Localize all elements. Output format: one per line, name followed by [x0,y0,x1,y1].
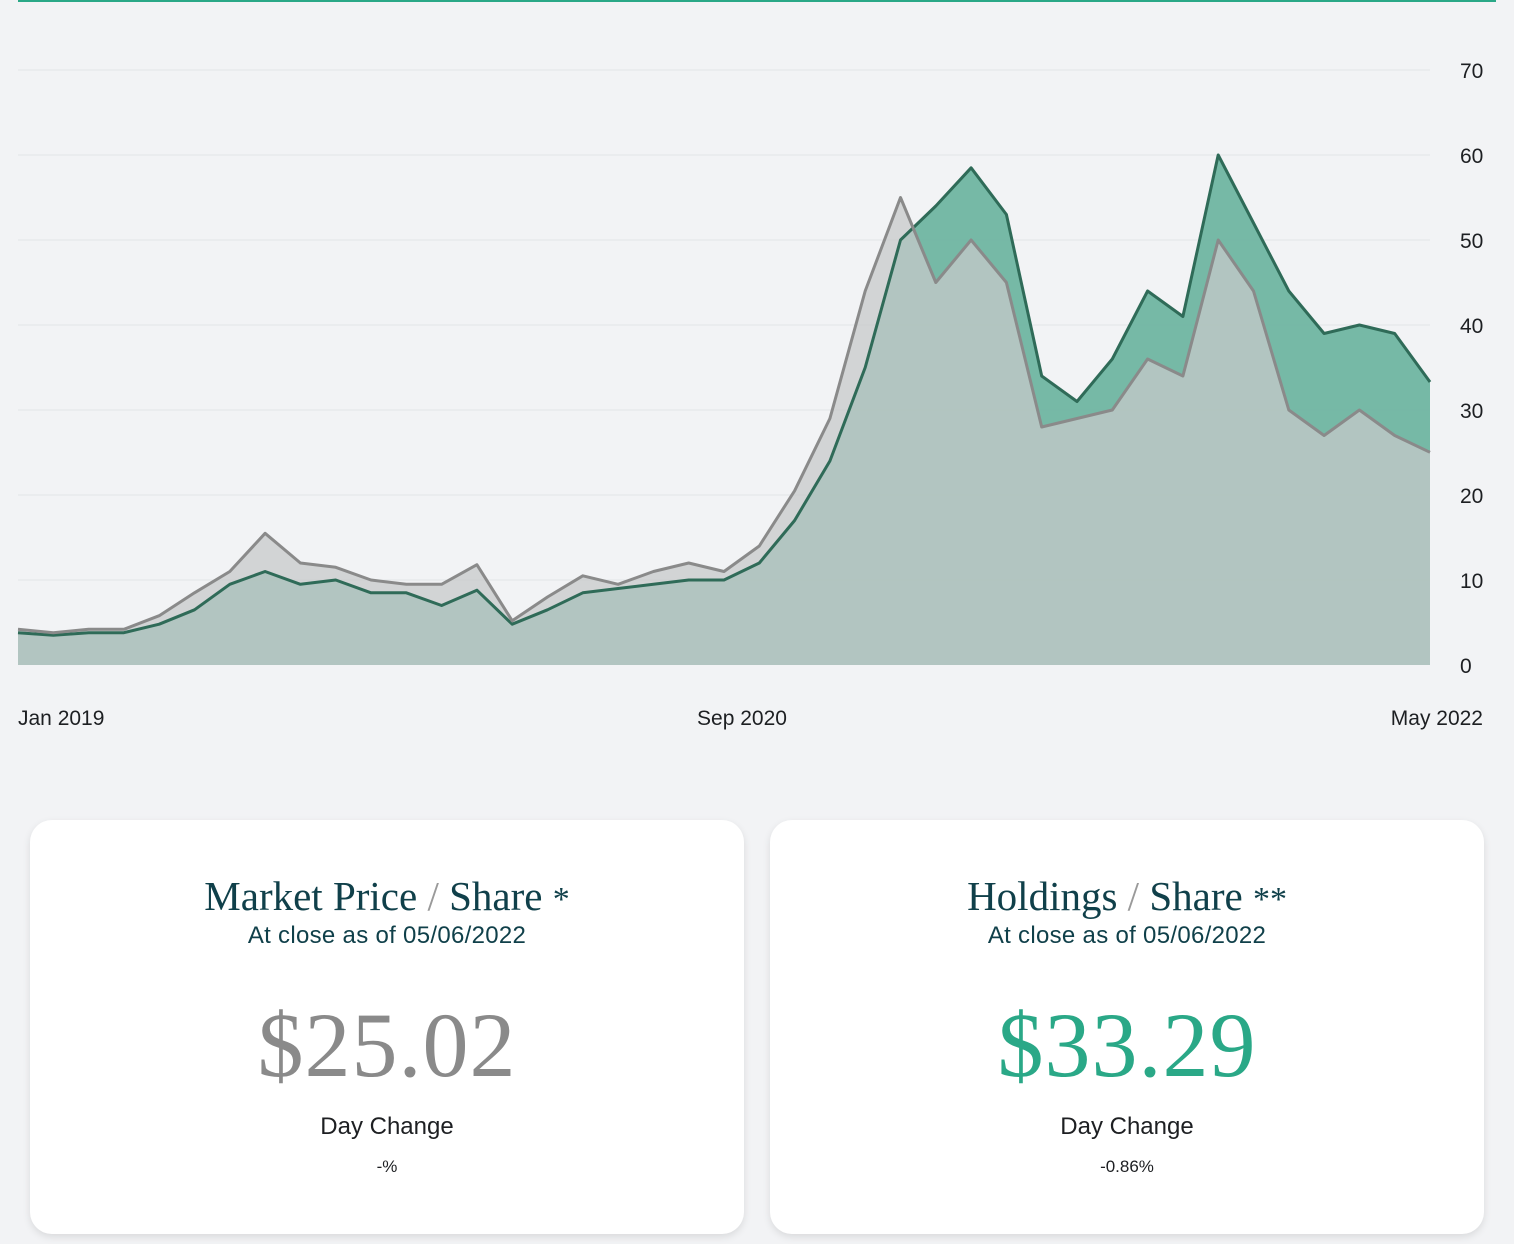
series-line [17,153,1432,637]
holdings-day-change-value: -0.86% [1100,1157,1154,1176]
market-price-title: Market Price / Share * [30,872,744,920]
footnote-mark: * [552,881,570,918]
y-tick-label: 30 [1460,400,1483,423]
y-tick-label: 70 [1460,60,1483,83]
y-tick-label: 50 [1460,230,1483,253]
y-tick-label: 0 [1460,655,1472,678]
series-line [17,196,1431,635]
holdings-day-change-label: Day Change [1060,1113,1194,1140]
price-chart: 0 10 20 30 40 50 60 70 Jan 2019 Sep 2020 May 2022 [17,60,1483,730]
market-price-value: $25.02 [257,994,517,1096]
footnote-mark: ** [1252,881,1287,918]
title-slash: / [1127,873,1140,919]
series-area [18,197,1430,665]
holdings-title-share: Share [1149,873,1243,919]
holdings-title: Holdings / Share ** [770,872,1484,920]
market-price-date: At close as of 05/06/2022 [247,922,527,949]
y-tick-label: 10 [1460,570,1483,593]
y-axis-labels: 0 10 20 30 40 50 60 70 [1460,60,1483,678]
y-tick-label: 40 [1460,315,1483,338]
market-price-title-text: Market Price [204,873,418,919]
market-day-change-value: -% [376,1157,398,1176]
x-tick-label: Jan 2019 [18,707,104,730]
holdings-value: $33.29 [997,994,1257,1096]
holdings-title-text: Holdings [967,873,1118,919]
x-axis-labels: Jan 2019 Sep 2020 May 2022 [18,707,1483,730]
y-tick-label: 60 [1460,145,1483,168]
market-price-title-share: Share [449,873,543,919]
top-accent-rule [18,0,1496,2]
chart-areas [17,153,1432,665]
title-slash: / [427,873,439,919]
y-tick-label: 20 [1460,485,1483,508]
market-day-change-label: Day Change [320,1113,454,1140]
holdings-card: Holdings / Share ** At close as of 05/06… [770,820,1484,1234]
holdings-date: At close as of 05/06/2022 [987,922,1267,949]
x-tick-label: May 2022 [1391,707,1483,730]
market-price-card: Market Price / Share * At close as of 05… [30,820,744,1234]
x-tick-label: Sep 2020 [697,707,787,730]
